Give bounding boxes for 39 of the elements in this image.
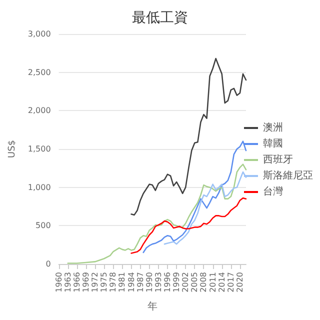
y-tick-label: 500 [36,221,51,230]
x-tick-label: 1984 [126,272,136,292]
y-tick-label: 2,000 [28,106,51,116]
x-tick-label: 1981 [118,272,127,292]
legend-label: 西班牙 [263,154,293,166]
x-tick-label: 2017 [226,272,236,292]
x-tick-label: 1963 [63,272,72,292]
legend-label: 韓國 [263,138,283,150]
x-tick-label: 1990 [144,272,154,292]
x-axis-title: 年 [147,300,158,312]
legend-label: 澳洲 [263,122,283,134]
line-series [130,58,247,216]
x-tick-label: 1978 [108,272,118,292]
x-tick-label: 1999 [172,272,182,292]
x-tick-label: 1972 [90,272,100,292]
x-tick-label: 2011 [208,272,218,292]
chart-title: 最低工資 [132,10,188,26]
y-tick-label: 3,000 [28,30,51,38]
x-tick-label: 1969 [81,272,90,292]
x-tick-label: 2008 [199,272,208,292]
x-tick-label: 2014 [217,272,226,292]
x-tick-label: 1966 [72,272,82,292]
y-tick-label: 2,500 [28,68,51,77]
legend-label: 台灣 [263,186,283,198]
x-tick-label: 1975 [100,272,109,292]
y-tick-label: 0 [46,260,51,268]
x-tick-label: 1996 [163,272,172,292]
x-tick-label: 1993 [154,272,163,292]
legend-label: 斯洛維尼亞 [263,170,313,182]
x-tick-label: 2002 [181,272,190,292]
line-series [130,197,247,254]
line-series [67,164,247,264]
x-tick-label: 2005 [190,272,200,292]
y-tick-label: 1,500 [28,144,51,154]
x-tick-label: 2020 [235,272,244,292]
y-axis-title: US$ [8,140,18,158]
y-tick-label: 1,000 [28,182,51,192]
x-tick-label: 1987 [136,272,145,292]
x-tick-label: 1960 [54,272,64,292]
